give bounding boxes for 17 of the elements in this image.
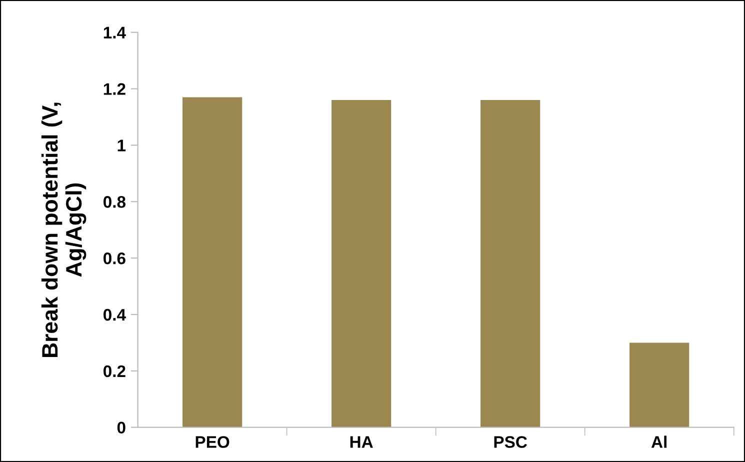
bar (630, 342, 690, 428)
x-tick-label: Al (651, 436, 666, 448)
bar (332, 100, 392, 428)
y-axis-title: Break down potential (V, Ag/AgCl) (41, 102, 86, 357)
x-tick-label: HA (350, 436, 373, 448)
y-tick-label: 1.2 (104, 83, 126, 95)
y-tick-label: 1 (118, 140, 126, 152)
y-tick-label: 0.6 (104, 252, 126, 264)
bar (480, 100, 540, 428)
y-tick-label: 0.4 (104, 308, 126, 321)
x-tick-label: PSC (494, 436, 528, 448)
y-tick-label: 0.8 (104, 196, 126, 208)
y-tick-label: 0.2 (104, 365, 126, 378)
x-tick-label: PEO (196, 436, 230, 448)
bar (182, 97, 242, 428)
y-tick-label: 0 (117, 422, 126, 434)
y-tick-label: 1.4 (104, 26, 126, 38)
